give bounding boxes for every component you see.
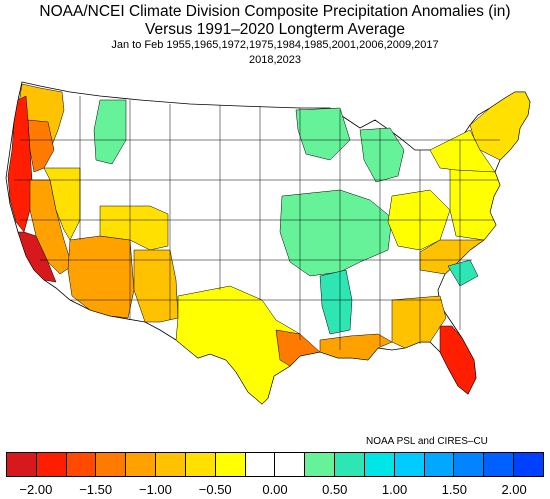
region-arizona (67, 235, 135, 319)
legend-tick-label: −1.00 (138, 482, 172, 497)
color-legend (6, 452, 544, 477)
legend-swatch (66, 453, 97, 476)
legend-swatch (156, 453, 186, 476)
legend-swatch (305, 453, 336, 476)
legend-swatch (394, 453, 425, 476)
legend-swatch (215, 453, 246, 476)
legend-swatch (424, 453, 455, 476)
legend-tick-label: 0.50 (322, 482, 348, 497)
legend-swatch (275, 453, 306, 476)
legend-swatch (185, 453, 216, 476)
legend-tick-label: 0.00 (262, 482, 288, 497)
legend-swatch (7, 453, 37, 476)
region-utah-colorado (99, 205, 169, 251)
region-new-york (429, 129, 496, 173)
legend-swatch (36, 453, 67, 476)
region-new-england (469, 91, 531, 161)
legend-swatch (454, 453, 485, 476)
legend-swatch (484, 453, 515, 476)
region-new-mexico (133, 249, 179, 323)
credit-text: NOAA PSL and CIRES–CU (366, 436, 488, 447)
region-ohio-valley (279, 189, 393, 277)
region-gulf-coast (319, 333, 393, 361)
region-southeast (391, 295, 447, 349)
map-title-line1: NOAA/NCEI Climate Division Composite Pre… (39, 3, 511, 20)
region-florida (439, 325, 477, 395)
legend-tick-label: 1.50 (441, 482, 467, 497)
legend-swatch (335, 453, 365, 476)
legend-tick-label: 2.00 (501, 482, 527, 497)
legend-tick-label: −2.00 (19, 482, 53, 497)
region-montana-blue (93, 99, 127, 165)
region-virginia-green (447, 259, 479, 287)
legend-tick-label: −1.50 (79, 482, 113, 497)
legend-swatch (364, 453, 395, 476)
legend-swatch (245, 453, 276, 476)
map-title-line2: Versus 1991–2020 Longterm Average (145, 21, 405, 38)
region-great-lakes (295, 107, 351, 161)
region-michigan (359, 127, 405, 183)
legend-swatch (96, 453, 127, 476)
region-texas (175, 285, 301, 405)
map-subtitle-years-cont: 2018,2023 (249, 54, 301, 66)
legend-swatch (514, 453, 543, 476)
region-mississippi (319, 269, 353, 335)
us-climate-division-map (5, 81, 531, 405)
legend-tick-label: −0.50 (198, 482, 232, 497)
legend-swatch (126, 453, 157, 476)
state-boundaries (14, 96, 500, 350)
legend-tick-label: 1.00 (381, 482, 408, 497)
map-subtitle-years: Jan to Feb 1955,1965,1972,1975,1984,1985… (111, 39, 439, 51)
